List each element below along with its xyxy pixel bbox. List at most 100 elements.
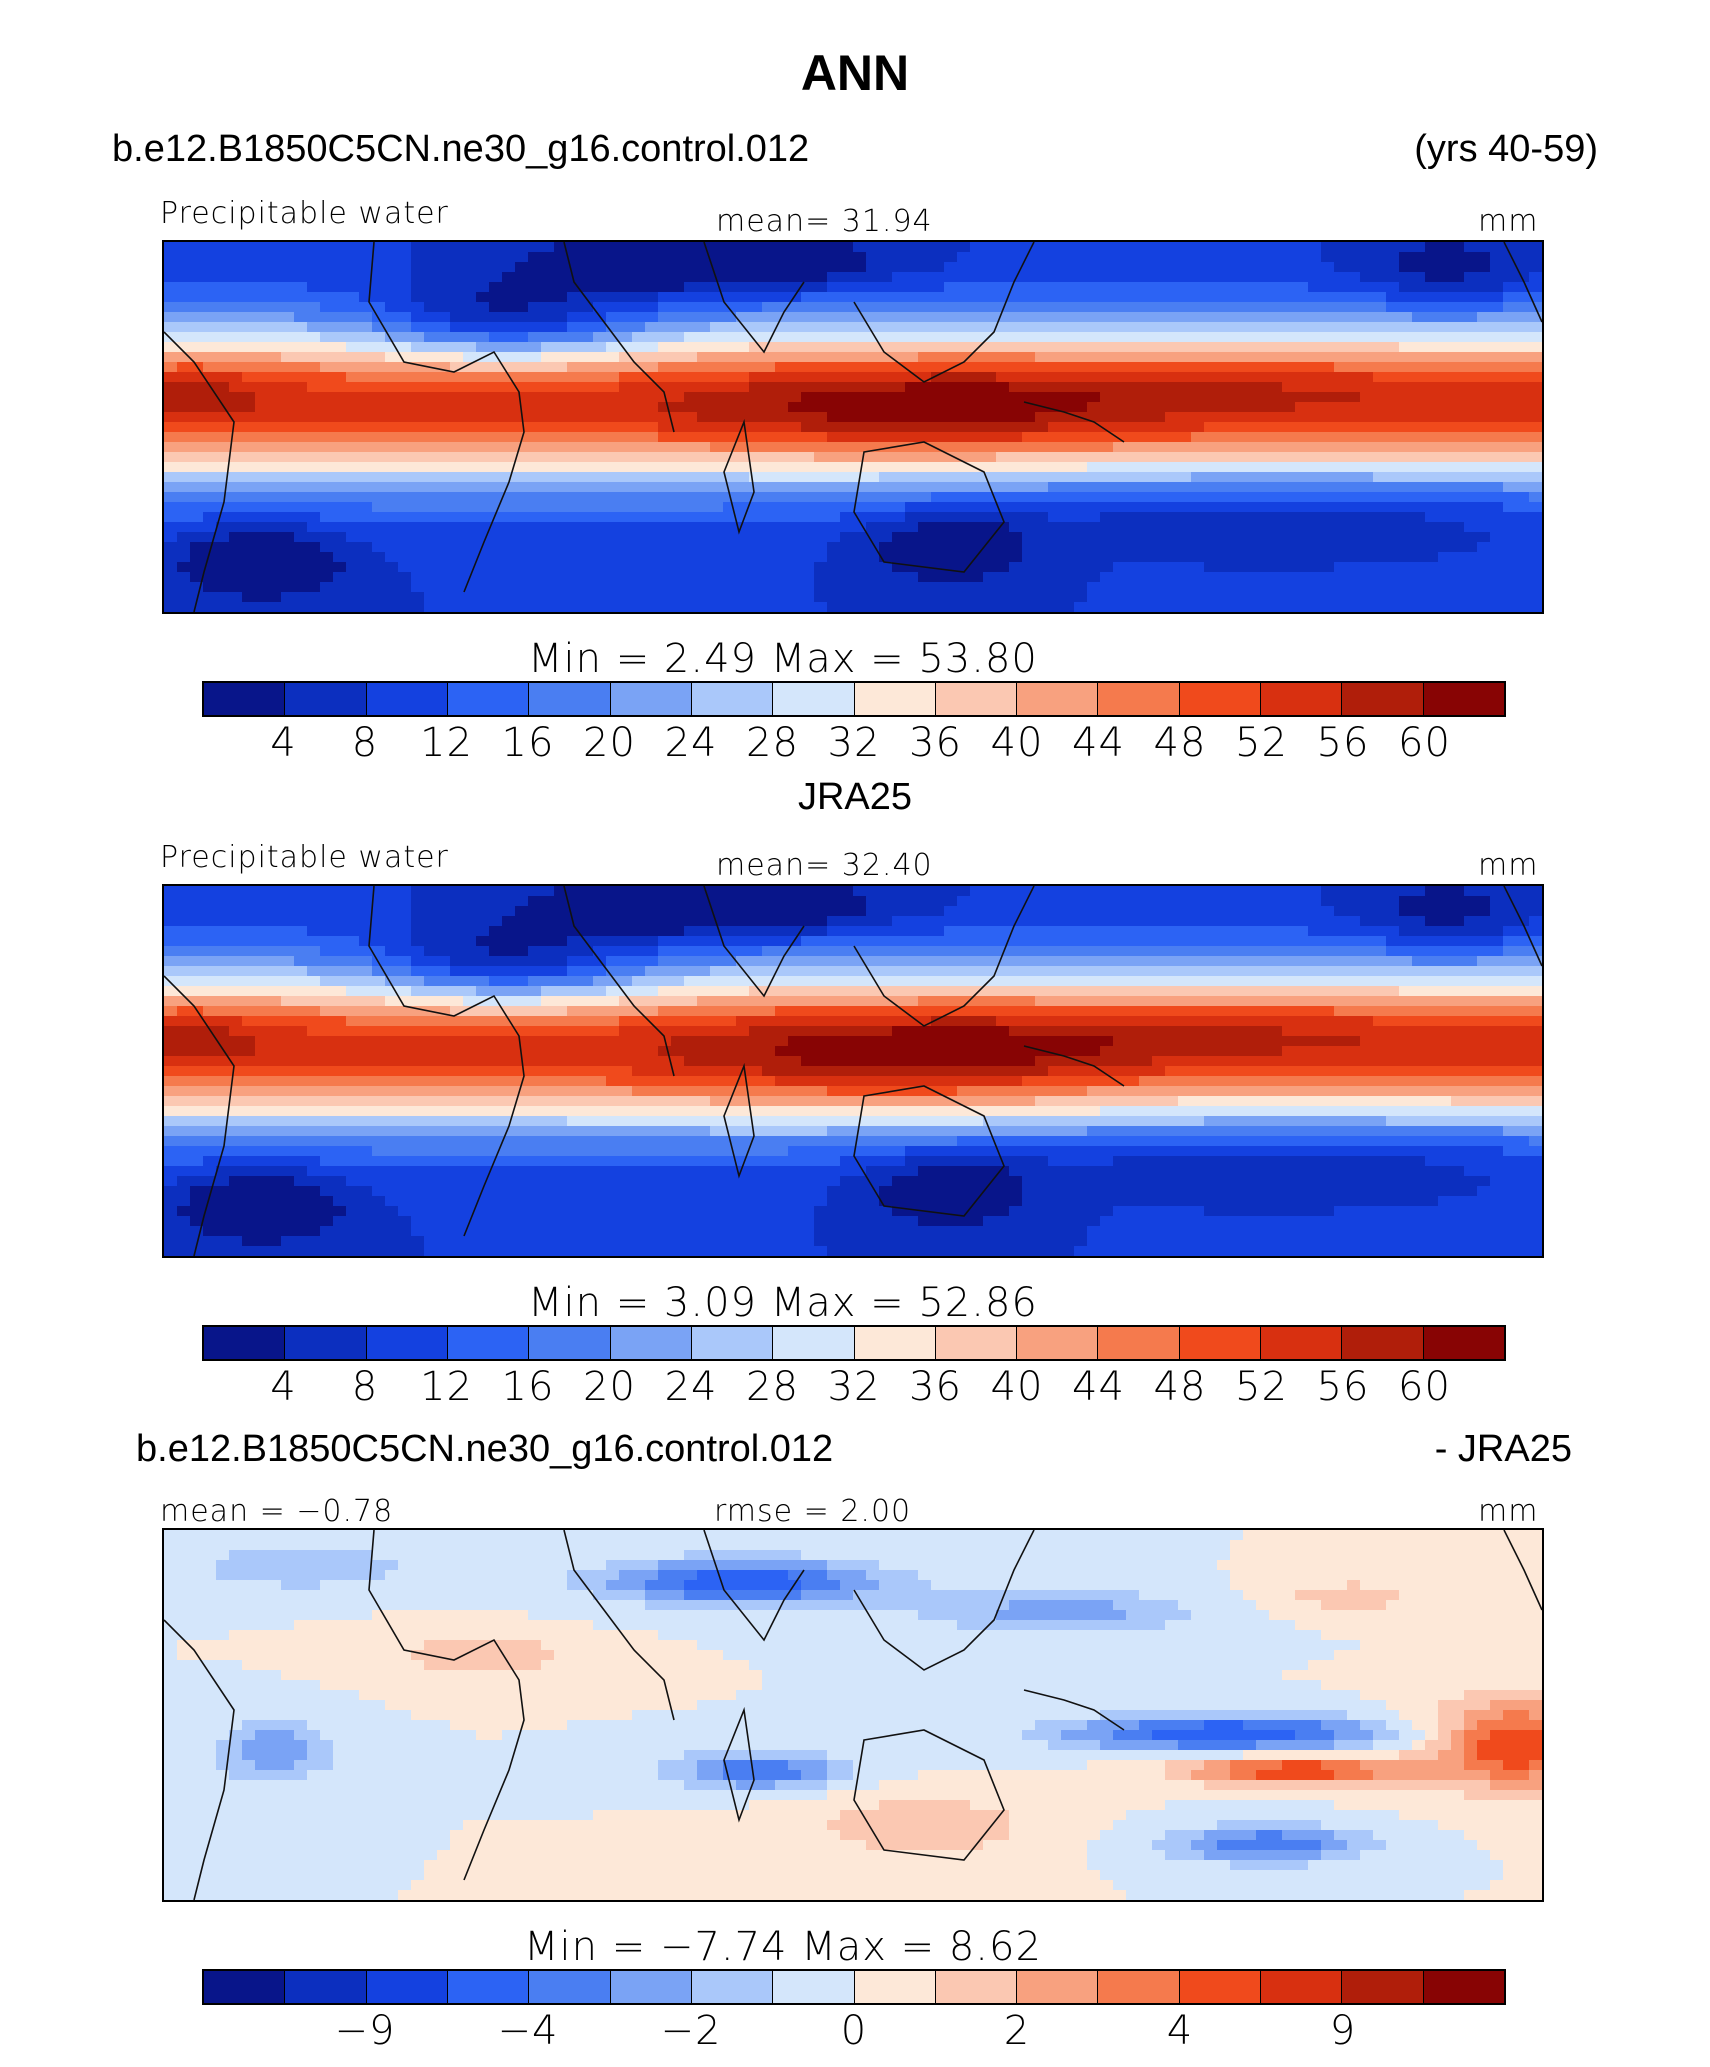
- colorbar-swatch: [1179, 1327, 1262, 1359]
- colorbar-swatch: [529, 1971, 611, 2003]
- panel2-mean-label: mean= 32.40: [716, 848, 933, 883]
- colorbar-tick-label: −4: [497, 2008, 559, 2054]
- colorbar-tick-label: 36: [909, 1364, 962, 1410]
- colorbar-tick-label: 16: [501, 720, 555, 766]
- colorbar-swatch: [529, 683, 611, 715]
- colorbar-tick-label: 2: [1003, 2008, 1031, 2054]
- colorbar-swatch: [691, 1327, 774, 1359]
- colorbar-swatch: [1342, 1971, 1424, 2003]
- colorbar-swatch: [610, 1971, 692, 2003]
- colorbar-swatch: [691, 1971, 774, 2003]
- colorbar-swatch: [773, 1327, 855, 1359]
- panel3-mean-label: mean = −0.78: [160, 1494, 394, 1529]
- panel1-units-label: mm: [1478, 204, 1539, 239]
- page-title: ANN: [800, 45, 910, 101]
- colorbar-swatch: [204, 683, 286, 715]
- colorbar-swatch: [1342, 683, 1424, 715]
- colorbar-swatch: [1017, 1971, 1099, 2003]
- colorbar-tick-label: 28: [746, 720, 799, 766]
- colorbar-swatch: [854, 683, 936, 715]
- panel2-dataset-label: JRA25: [797, 776, 913, 818]
- colorbar-swatch: [1179, 1971, 1262, 2003]
- colorbar-tick-label: 32: [827, 1364, 881, 1410]
- colorbar-swatch: [1179, 683, 1262, 715]
- colorbar-swatch: [366, 683, 448, 715]
- colorbar-tick-label: 0: [840, 2008, 868, 2054]
- panel1-variable-label: Precipitable water: [160, 196, 449, 231]
- colorbar-swatch: [773, 1971, 855, 2003]
- colorbar-swatch: [610, 683, 692, 715]
- colorbar-swatch: [285, 1971, 367, 2003]
- panel1-case-label: b.e12.B1850C5CN.ne30_g16.control.012: [112, 128, 810, 170]
- colorbar-tick-label: 4: [270, 720, 297, 766]
- colorbar-swatch: [366, 1971, 448, 2003]
- colorbar-tick-label: 40: [990, 720, 1044, 766]
- panel3-colorbar: [202, 1969, 1506, 2005]
- panel3-map: [162, 1528, 1544, 1902]
- colorbar-tick-label: 9: [1329, 2008, 1357, 2054]
- colorbar-swatch: [1342, 1327, 1424, 1359]
- colorbar-swatch: [447, 1327, 530, 1359]
- colorbar-tick-label: 44: [1072, 1364, 1125, 1410]
- colorbar-swatch: [1423, 1327, 1504, 1359]
- panel2-minmax-label: Min = 3.09 Max = 52.86: [528, 1280, 1038, 1326]
- colorbar-swatch: [285, 683, 367, 715]
- colorbar-tick-label: 44: [1072, 720, 1125, 766]
- colorbar-swatch: [447, 683, 530, 715]
- colorbar-tick-label: 28: [746, 1364, 799, 1410]
- colorbar-tick-label: 24: [664, 720, 718, 766]
- colorbar-tick-label: 32: [827, 720, 881, 766]
- panel3-units-label: mm: [1478, 1494, 1539, 1529]
- colorbar-swatch: [854, 1971, 936, 2003]
- colorbar-tick-label: 24: [664, 1364, 718, 1410]
- colorbar-tick-label: 12: [420, 1364, 473, 1410]
- colorbar-tick-label: 4: [1166, 2008, 1194, 2054]
- panel3-colorbar-ticks: −9 −4 −2 0 2 4 9: [202, 2008, 1506, 2058]
- colorbar-swatch: [1098, 1971, 1180, 2003]
- colorbar-tick-label: 4: [270, 1364, 297, 1410]
- colorbar-swatch: [285, 1327, 367, 1359]
- colorbar-swatch: [1261, 683, 1343, 715]
- colorbar-swatch: [366, 1327, 448, 1359]
- panel1-colorbar: [202, 681, 1506, 717]
- colorbar-tick-label: 8: [351, 720, 379, 766]
- colorbar-swatch: [935, 683, 1018, 715]
- colorbar-swatch: [773, 683, 855, 715]
- colorbar-swatch: [610, 1327, 692, 1359]
- panel2-colorbar: [202, 1325, 1506, 1361]
- colorbar-swatch: [1261, 1327, 1343, 1359]
- panel1-colorbar-ticks: 4 8 12 16 20 24 28 32 36 40 44 48 52 56 60: [202, 720, 1506, 770]
- colorbar-tick-label: 52: [1235, 720, 1288, 766]
- colorbar-tick-label: 12: [420, 720, 473, 766]
- colorbar-tick-label: 52: [1235, 1364, 1288, 1410]
- colorbar-tick-label: 48: [1153, 720, 1207, 766]
- panel1-map: [162, 240, 1544, 614]
- colorbar-swatch: [204, 1971, 286, 2003]
- panel3-case-label: b.e12.B1850C5CN.ne30_g16.control.012: [136, 1428, 834, 1470]
- panel2-colorbar-ticks: 4 8 12 16 20 24 28 32 36 40 44 48 52 56 60: [202, 1364, 1506, 1414]
- colorbar-swatch: [1017, 683, 1099, 715]
- colorbar-tick-label: 56: [1316, 720, 1370, 766]
- panel1-minmax-label: Min = 2.49 Max = 53.80: [528, 636, 1038, 682]
- panel2-map: [162, 884, 1544, 1258]
- colorbar-swatch: [1261, 1971, 1343, 2003]
- colorbar-tick-label: 16: [501, 1364, 555, 1410]
- colorbar-tick-label: 20: [583, 720, 636, 766]
- colorbar-swatch: [447, 1971, 530, 2003]
- colorbar-tick-label: −9: [334, 2008, 396, 2054]
- panel3-diff-label: - JRA25: [1434, 1428, 1572, 1470]
- colorbar-swatch: [1098, 1327, 1180, 1359]
- panel3-minmax-label: Min = −7.74 Max = 8.62: [524, 1924, 1042, 1970]
- panel3-rmse-label: rmse = 2.00: [714, 1494, 912, 1529]
- colorbar-swatch: [204, 1327, 286, 1359]
- colorbar-swatch: [1017, 1327, 1099, 1359]
- colorbar-swatch: [691, 683, 774, 715]
- panel2-units-label: mm: [1478, 848, 1539, 883]
- colorbar-tick-label: 40: [990, 1364, 1044, 1410]
- colorbar-swatch: [1423, 1971, 1504, 2003]
- colorbar-swatch: [854, 1327, 936, 1359]
- colorbar-tick-label: 20: [583, 1364, 636, 1410]
- panel2-variable-label: Precipitable water: [160, 840, 449, 875]
- colorbar-tick-label: 36: [909, 720, 962, 766]
- colorbar-tick-label: 60: [1398, 720, 1451, 766]
